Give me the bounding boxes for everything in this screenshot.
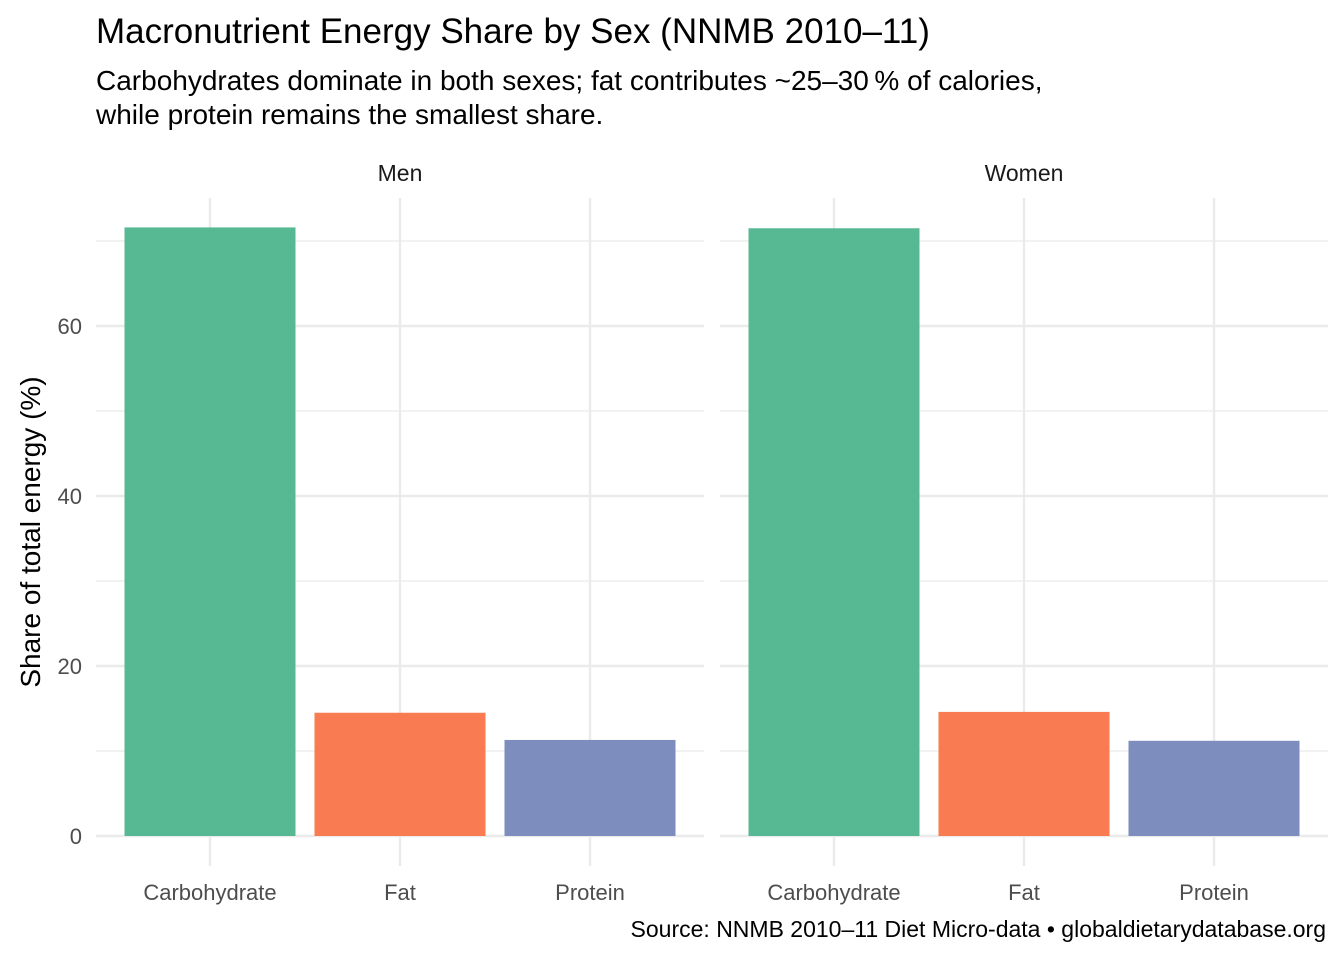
- y-tick-label: 20: [58, 654, 82, 679]
- y-tick-label: 0: [70, 824, 82, 849]
- chart-subtitle: Carbohydrates dominate in both sexes; fa…: [96, 64, 1296, 132]
- bar-men-protein: [504, 739, 676, 836]
- facet-label: Women: [985, 160, 1064, 186]
- bar-men-carbohydrate: [124, 227, 296, 836]
- x-tick-label: Carbohydrate: [767, 880, 900, 905]
- subtitle-line-1: Carbohydrates dominate in both sexes; fa…: [96, 65, 1043, 96]
- chart-title: Macronutrient Energy Share by Sex (NNMB …: [96, 12, 930, 51]
- facet-label: Men: [378, 160, 423, 186]
- y-tick-label: 60: [58, 314, 82, 339]
- chart-caption: Source: NNMB 2010–11 Diet Micro‑data • g…: [630, 916, 1326, 942]
- x-tick-label: Fat: [1008, 880, 1040, 905]
- x-tick-label: Protein: [555, 880, 625, 905]
- y-axis-label: Share of total energy (%): [15, 376, 46, 687]
- bar-men-fat: [314, 712, 486, 836]
- bar-women-protein: [1128, 740, 1300, 836]
- subtitle-line-2: while protein remains the smallest share…: [96, 99, 604, 130]
- x-tick-label: Protein: [1179, 880, 1249, 905]
- x-tick-label: Carbohydrate: [143, 880, 276, 905]
- y-tick-label: 40: [58, 484, 82, 509]
- bar-women-carbohydrate: [748, 228, 920, 836]
- bar-women-fat: [938, 711, 1110, 836]
- x-tick-label: Fat: [384, 880, 416, 905]
